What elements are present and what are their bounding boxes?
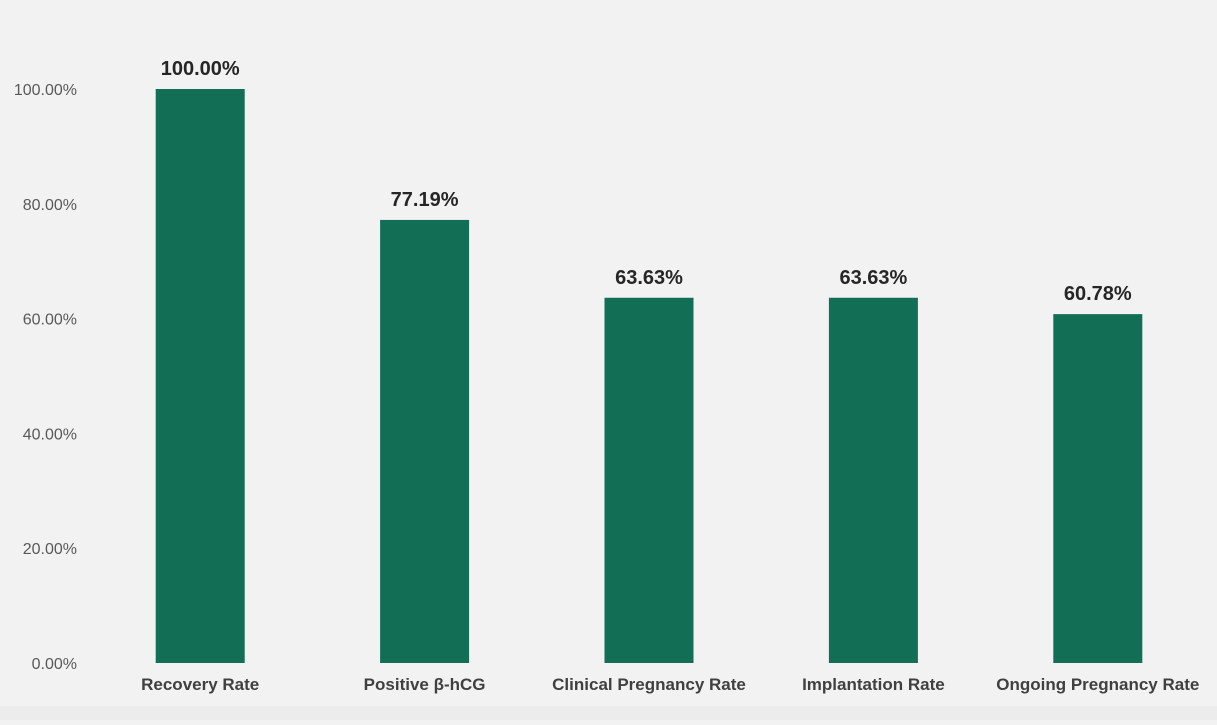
data-label: 60.78%: [1064, 283, 1132, 305]
y-tick-label: 80.00%: [23, 197, 77, 214]
y-tick-label: 0.00%: [32, 656, 77, 673]
x-tick-label: Clinical Pregnancy Rate: [552, 675, 746, 694]
y-tick-label: 40.00%: [23, 426, 77, 443]
data-label: 63.63%: [615, 267, 683, 289]
bar: [1053, 314, 1143, 663]
bar: [828, 297, 918, 663]
x-axis: Recovery Rate Positive β-hCG Clinical Preg…: [141, 675, 1199, 694]
y-tick-label: 60.00%: [23, 312, 77, 329]
x-tick-label: Implantation Rate: [802, 675, 945, 694]
x-tick-label: Positive β-hCG: [364, 675, 486, 694]
bottom-strip: [0, 706, 1217, 720]
bar: [380, 219, 470, 664]
bars: [155, 89, 1143, 664]
data-label: 77.19%: [391, 189, 459, 211]
data-label: 63.63%: [839, 267, 907, 289]
x-tick-label: Ongoing Pregnancy Rate: [996, 675, 1199, 694]
data-label: 100.00%: [161, 58, 240, 80]
bar: [604, 297, 694, 663]
y-axis: 0.00% 20.00% 40.00% 60.00% 80.00% 100.00%: [14, 82, 77, 673]
x-tick-label: Recovery Rate: [141, 675, 259, 694]
y-tick-label: 100.00%: [14, 82, 77, 99]
data-labels: 100.00% 77.19% 63.63% 63.63% 60.78%: [161, 58, 1132, 305]
y-tick-label: 20.00%: [23, 541, 77, 558]
bar: [155, 89, 245, 663]
